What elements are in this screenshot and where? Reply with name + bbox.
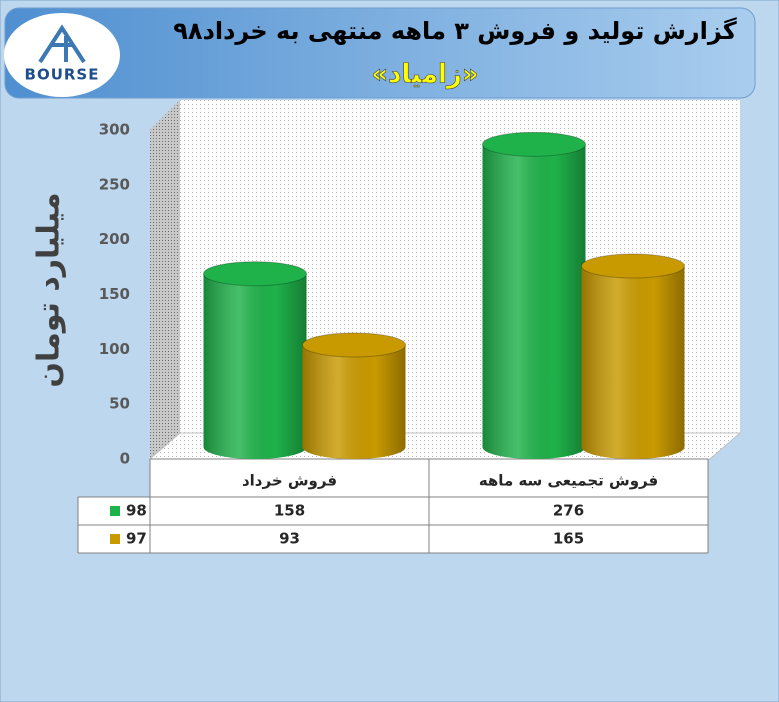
legend-label: 98: [126, 502, 147, 520]
y-tick-label: 300: [99, 121, 130, 139]
bar-shading: [302, 345, 406, 459]
legend-swatch: [110, 534, 120, 544]
table-value: 165: [553, 530, 584, 548]
table-value: 158: [274, 502, 305, 520]
logo-badge: [4, 13, 120, 97]
legend-swatch: [110, 506, 120, 516]
legend-label: 97: [126, 530, 147, 548]
y-axis-title: میلیارد تومان: [32, 192, 67, 387]
x-tick-label: فروش تجمیعی سه ماهه: [479, 472, 658, 490]
y-tick-label: 200: [99, 230, 130, 248]
y-tick-label: 0: [120, 450, 130, 468]
table-value: 93: [279, 530, 300, 548]
table-value: 276: [553, 502, 584, 520]
bar-top: [302, 332, 406, 358]
table-grid: [77, 458, 709, 554]
bar-shading: [581, 266, 685, 459]
y-tick-label: 100: [99, 340, 130, 358]
side-wall: [150, 100, 180, 459]
y-tick-label: 50: [109, 395, 130, 413]
chart-title: گزارش تولید و فروش ۳ ماهه منتهی به خرداد…: [173, 17, 737, 45]
y-tick-label: 250: [99, 175, 130, 193]
logo-text: BOURSE: [25, 66, 100, 84]
bar-top: [203, 261, 307, 287]
bar-shading: [203, 273, 307, 459]
data-table: [77, 458, 709, 554]
chart-subtitle: «زامیاد»: [371, 60, 478, 90]
y-tick-label: 150: [99, 285, 130, 303]
bar-top: [482, 131, 586, 157]
bar-shading: [482, 144, 586, 459]
bar-top: [581, 253, 685, 279]
logo-mark: [38, 24, 86, 64]
x-tick-label: فروش خرداد: [242, 472, 337, 490]
